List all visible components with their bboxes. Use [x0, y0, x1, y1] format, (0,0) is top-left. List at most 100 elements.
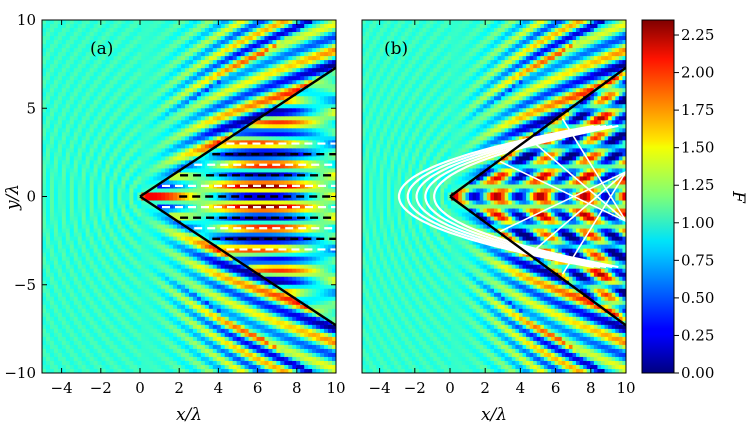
heatmap-cell — [133, 312, 138, 318]
heatmap-cell — [49, 276, 55, 282]
heatmap-cell — [93, 248, 99, 254]
heatmap-cell — [85, 308, 91, 314]
heatmap-cell — [177, 80, 182, 85]
heatmap-cell — [208, 24, 214, 29]
heatmap-cell — [260, 76, 266, 81]
heatmap-cell — [204, 360, 210, 366]
heatmap-cell — [73, 320, 79, 326]
heatmap-cell — [240, 272, 246, 278]
heatmap-cell — [169, 296, 174, 302]
heatmap-cell — [85, 200, 91, 206]
heatmap-cell — [189, 352, 194, 358]
heatmap-cell — [220, 312, 226, 318]
heatmap-cell — [200, 308, 206, 314]
heatmap-cell — [216, 72, 222, 77]
heatmap-cell — [260, 132, 266, 137]
heatmap-cell — [81, 88, 87, 93]
heatmap-cell — [149, 364, 154, 370]
heatmap-cell — [121, 76, 127, 81]
heatmap-cell — [65, 64, 71, 69]
heatmap-cell — [145, 104, 150, 109]
heatmap-cell — [57, 144, 63, 149]
heatmap-cell — [165, 284, 170, 290]
heatmap-cell — [232, 260, 238, 266]
heatmap-cell — [61, 100, 67, 105]
heatmap-cell — [208, 252, 214, 258]
heatmap-cell — [61, 108, 67, 113]
heatmap-cell — [232, 48, 238, 53]
heatmap-cell — [224, 200, 230, 206]
heatmap-cell — [65, 100, 71, 105]
heatmap-cell — [113, 268, 119, 274]
heatmap-cell — [252, 36, 258, 41]
heatmap-cell — [61, 324, 67, 330]
heatmap-cell — [125, 296, 130, 302]
heatmap-cell — [113, 172, 119, 178]
heatmap-cell — [220, 56, 226, 61]
heatmap-cell — [157, 224, 162, 230]
heatmap-cell — [53, 172, 59, 178]
heatmap-cell — [153, 104, 158, 109]
heatmap-cell — [165, 188, 170, 194]
heatmap-cell — [185, 192, 190, 198]
heatmap-cell — [189, 212, 194, 218]
heatmap-cell — [77, 32, 83, 37]
heatmap-cell — [129, 192, 134, 198]
heatmap-cell — [177, 140, 182, 145]
heatmap-cell — [129, 156, 134, 161]
heatmap-cell — [216, 140, 222, 145]
heatmap-cell — [89, 344, 95, 350]
heatmap-cell — [53, 244, 59, 250]
heatmap-cell — [129, 292, 134, 298]
heatmap-cell — [73, 208, 79, 214]
heatmap-cell — [248, 256, 254, 262]
heatmap-cell — [256, 276, 262, 282]
heatmap-cell — [42, 292, 47, 298]
heatmap-cell — [189, 272, 194, 278]
heatmap-cell — [260, 52, 266, 57]
heatmap-cell — [169, 344, 174, 350]
heatmap-cell — [165, 316, 170, 322]
heatmap-cell — [113, 152, 119, 157]
heatmap-cell — [192, 340, 198, 346]
heatmap-cell — [65, 332, 71, 338]
heatmap-cell — [149, 220, 154, 226]
heatmap-cell — [113, 144, 119, 149]
heatmap-cell — [240, 308, 246, 314]
panel-a-heatmap — [42, 20, 336, 373]
heatmap-cell — [61, 76, 67, 81]
heatmap-cell — [45, 124, 51, 129]
heatmap-cell — [185, 176, 190, 182]
heatmap-cell — [228, 132, 234, 137]
heatmap-cell — [81, 120, 87, 125]
heatmap-cell — [105, 328, 111, 334]
heatmap-cell — [212, 104, 218, 109]
heatmap-cell — [153, 200, 158, 206]
heatmap-cell — [252, 332, 258, 338]
heatmap-cell — [93, 24, 99, 29]
heatmap-cell — [137, 304, 142, 310]
heatmap-cell — [200, 280, 206, 286]
heatmap-cell — [224, 312, 230, 318]
heatmap-cell — [252, 96, 258, 101]
heatmap-cell — [109, 208, 115, 214]
heatmap-cell — [216, 100, 222, 105]
heatmap-cell — [185, 300, 190, 306]
heatmap-cell — [236, 368, 242, 373]
heatmap-cell — [252, 312, 258, 318]
heatmap-cell — [244, 176, 250, 182]
heatmap-cell — [65, 236, 71, 242]
heatmap-cell — [129, 200, 134, 206]
heatmap-cell — [204, 256, 210, 262]
heatmap-cell — [189, 104, 194, 109]
heatmap-cell — [117, 236, 123, 242]
heatmap-cell — [212, 88, 218, 93]
heatmap-cell — [264, 36, 270, 41]
heatmap-cell — [69, 232, 75, 238]
heatmap-cell — [117, 292, 123, 298]
heatmap-cell — [185, 188, 190, 194]
heatmap-cell — [85, 84, 91, 89]
heatmap-cell — [244, 348, 250, 354]
heatmap-cell — [109, 148, 115, 153]
heatmap-cell — [121, 208, 127, 214]
